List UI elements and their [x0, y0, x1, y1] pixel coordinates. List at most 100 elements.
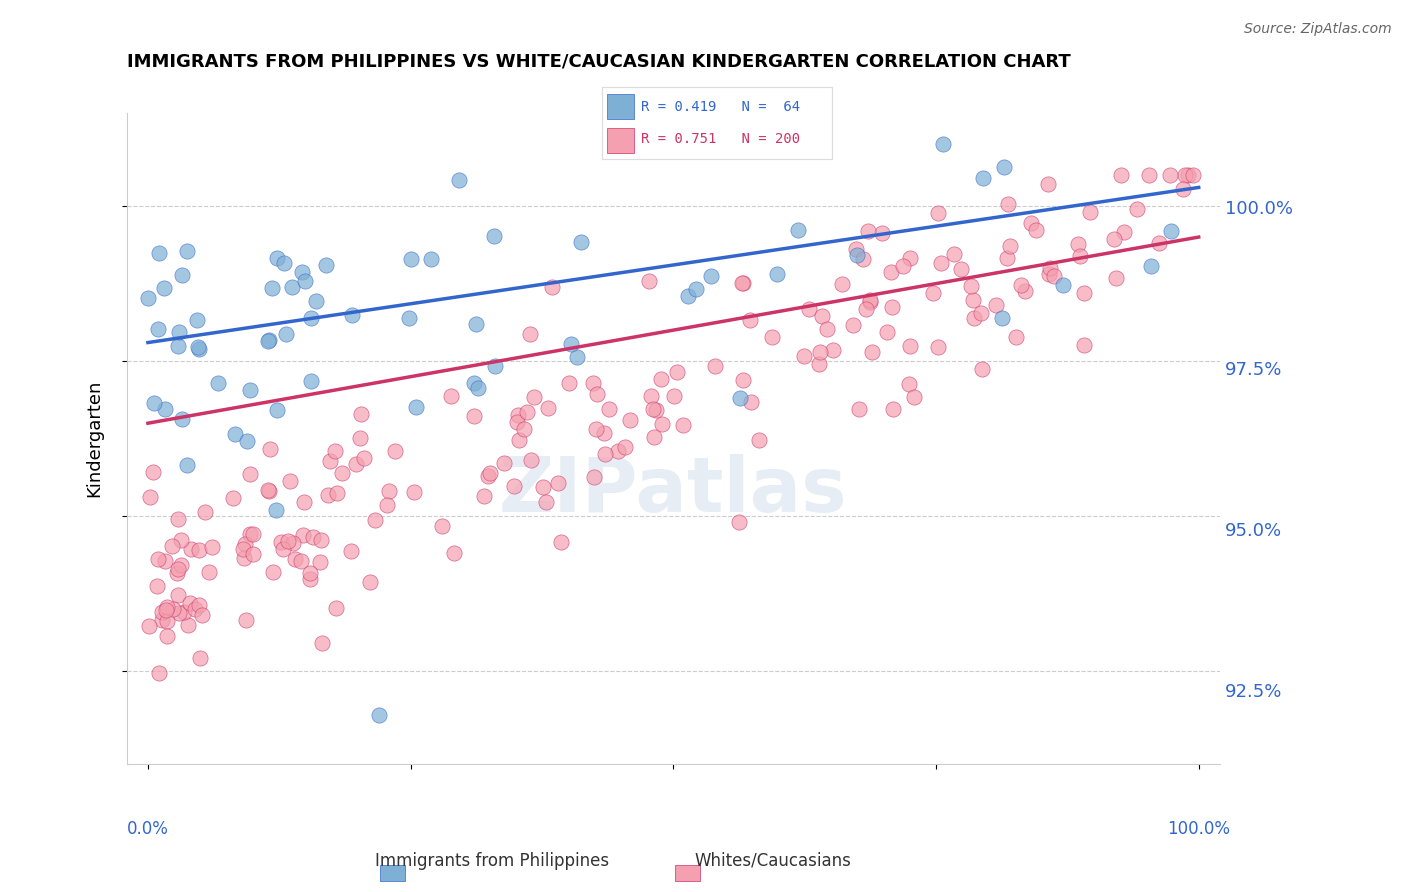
Point [479, 466, 502, 480]
Point [619, 413, 641, 427]
Point [235, 613, 257, 627]
Point [207, 376, 229, 391]
Point [728, 516, 751, 530]
Point [650, 372, 672, 386]
Point [176, 458, 198, 472]
Point [294, 274, 316, 288]
Point [673, 136, 696, 151]
Point [1043, 269, 1066, 284]
Point [583, 470, 606, 484]
Point [685, 282, 707, 296]
Point [399, 252, 422, 266]
Point [266, 252, 288, 266]
Point [239, 467, 262, 482]
Point [177, 618, 200, 632]
Point [1036, 177, 1059, 191]
Point [283, 536, 305, 550]
Point [167, 511, 190, 525]
Point [188, 651, 211, 665]
Point [731, 276, 754, 290]
Text: ZIPatlas: ZIPatlas [499, 454, 848, 528]
Point [897, 376, 920, 391]
Point [643, 430, 665, 444]
Point [166, 588, 188, 602]
Point [463, 376, 485, 390]
Point [821, 343, 844, 358]
Point [340, 308, 363, 322]
Point [302, 530, 325, 544]
Point [513, 422, 536, 436]
Point [162, 602, 184, 616]
Point [156, 599, 179, 614]
Point [676, 289, 699, 303]
Point [1073, 338, 1095, 352]
Point [443, 546, 465, 560]
Point [353, 451, 375, 466]
Point [167, 606, 190, 620]
Point [148, 665, 170, 680]
Point [1102, 232, 1125, 246]
Point [519, 326, 541, 341]
Point [855, 301, 877, 316]
Point [569, 235, 592, 249]
Point [138, 291, 160, 305]
Point [384, 444, 406, 458]
Point [239, 384, 262, 398]
Point [963, 311, 986, 326]
Point [997, 197, 1019, 211]
Point [315, 258, 337, 272]
Point [309, 533, 332, 548]
Point [662, 389, 685, 403]
Point [586, 386, 609, 401]
Point [139, 490, 162, 504]
Point [344, 458, 367, 472]
Point [368, 707, 391, 722]
Point [176, 244, 198, 258]
Text: Immigrants from Philippines: Immigrants from Philippines [375, 852, 609, 870]
Point [808, 344, 831, 359]
Point [534, 494, 557, 508]
Point [270, 535, 292, 549]
Point [170, 558, 193, 572]
Point [927, 206, 949, 220]
Point [787, 223, 810, 237]
Point [180, 541, 202, 556]
Point [960, 278, 983, 293]
Point [1019, 216, 1042, 230]
Point [1025, 223, 1047, 237]
Point [146, 552, 169, 566]
Point [728, 391, 751, 405]
Point [998, 238, 1021, 252]
Point [291, 265, 314, 279]
Point [704, 359, 727, 373]
Point [1177, 168, 1199, 182]
Point [440, 389, 463, 403]
Point [731, 373, 754, 387]
Point [880, 265, 903, 279]
Point [363, 513, 385, 527]
Point [375, 498, 398, 512]
Point [613, 440, 636, 454]
Point [1038, 267, 1060, 281]
Point [1126, 202, 1149, 216]
Point [799, 301, 821, 316]
Point [582, 376, 605, 390]
Point [845, 242, 868, 256]
Point [350, 407, 373, 421]
Point [187, 342, 209, 356]
Point [166, 566, 188, 580]
Point [187, 339, 209, 353]
Point [748, 433, 770, 447]
Point [898, 252, 921, 266]
Point [378, 483, 401, 498]
Point [593, 426, 616, 441]
Point [606, 443, 628, 458]
Point [1073, 286, 1095, 301]
Point [188, 542, 211, 557]
Point [319, 454, 342, 468]
Point [259, 483, 281, 498]
Point [150, 614, 173, 628]
Point [298, 572, 321, 586]
Point [506, 415, 529, 429]
Point [232, 550, 254, 565]
